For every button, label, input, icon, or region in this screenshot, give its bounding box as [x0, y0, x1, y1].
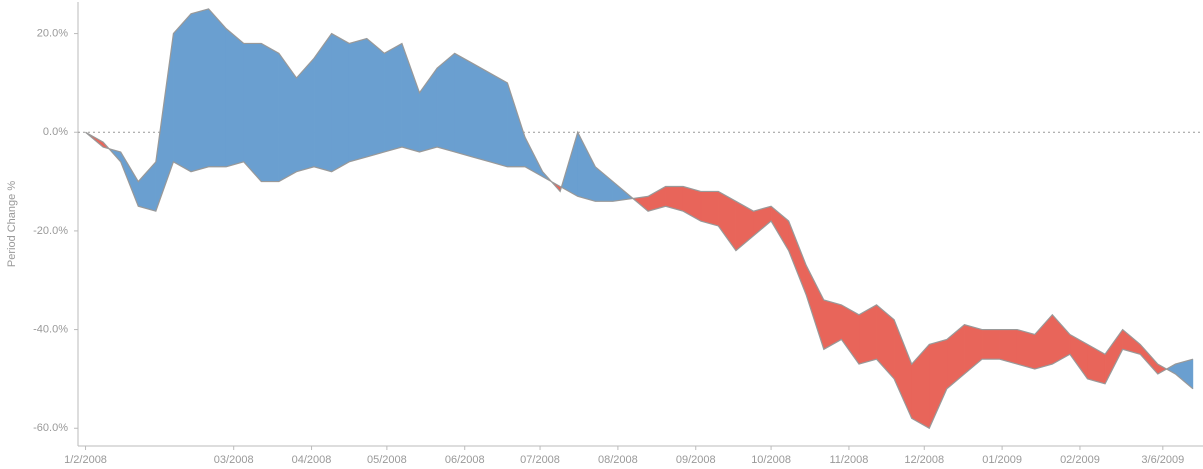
series-line — [85, 131, 1194, 390]
y-tick-label: 20.0% — [37, 27, 68, 39]
difference-area — [138, 161, 157, 212]
x-tick-label: 03/2008 — [214, 454, 254, 466]
x-tick-label: 04/2008 — [292, 454, 332, 466]
difference-area — [225, 28, 244, 168]
difference-area — [1034, 314, 1053, 370]
difference-area — [876, 304, 895, 380]
y-tick-label: -40.0% — [33, 323, 68, 335]
x-tick-label: 07/2008 — [520, 454, 560, 466]
difference-area — [436, 52, 455, 153]
y-tick-label: -60.0% — [33, 422, 68, 434]
difference-area — [1157, 363, 1168, 375]
difference-area — [173, 13, 192, 173]
difference-area — [278, 52, 297, 183]
x-tick-label: 09/2008 — [676, 454, 716, 466]
difference-area — [577, 132, 596, 202]
difference-area — [999, 329, 1018, 365]
difference-area — [1016, 329, 1036, 370]
x-tick-label: 08/2008 — [598, 454, 638, 466]
x-tick-label: 06/2008 — [445, 454, 485, 466]
y-axis-label: Period Change % — [6, 181, 18, 267]
difference-area — [454, 52, 473, 158]
x-tick-label: 11/2008 — [829, 454, 868, 466]
difference-area — [243, 43, 262, 183]
difference-area — [155, 33, 174, 212]
x-tick-label: 01/2009 — [982, 454, 1022, 466]
difference-area — [929, 339, 948, 429]
difference-area — [1104, 328, 1123, 384]
x-tick-label: 10/2008 — [751, 454, 791, 466]
difference-area — [981, 329, 1000, 360]
difference-area — [366, 37, 385, 158]
difference-area — [1166, 363, 1176, 375]
difference-area — [472, 62, 491, 163]
series-line — [85, 8, 1194, 430]
difference-area — [1087, 343, 1106, 385]
x-tick-label: 05/2008 — [367, 454, 407, 466]
difference-area — [489, 72, 508, 168]
difference-area — [1052, 314, 1071, 365]
difference-area — [1139, 343, 1159, 375]
difference-area — [384, 43, 403, 153]
difference-area — [1069, 334, 1088, 380]
difference-area — [893, 319, 912, 419]
difference-area — [190, 8, 209, 173]
difference-area — [507, 82, 526, 168]
difference-area — [805, 265, 825, 350]
difference-area — [401, 43, 420, 153]
difference-area — [946, 324, 965, 390]
difference-area — [911, 343, 930, 429]
x-tick-label: 02/2009 — [1060, 454, 1100, 466]
difference-area — [261, 43, 280, 182]
difference-area — [823, 299, 842, 350]
x-tick-label: 3/6/2009 — [1141, 454, 1184, 466]
difference-area — [331, 33, 350, 173]
difference-area — [348, 38, 368, 163]
difference-area — [595, 166, 614, 202]
y-tick-label: -20.0% — [33, 225, 68, 237]
y-tick-label: 0.0% — [43, 126, 68, 138]
difference-area — [208, 8, 227, 168]
x-tick-label: 1/2/2008 — [64, 454, 107, 466]
x-tick-label: 12/2008 — [904, 454, 944, 466]
difference-area — [700, 191, 719, 227]
